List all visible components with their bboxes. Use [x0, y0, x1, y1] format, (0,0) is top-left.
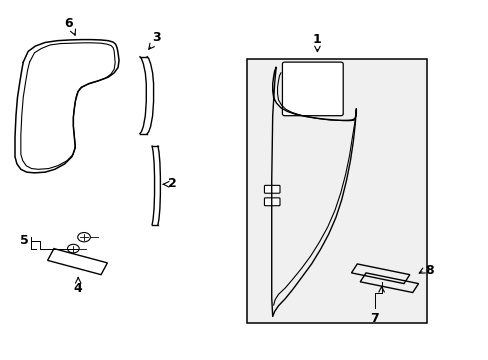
Text: 1: 1 [312, 33, 321, 46]
Text: 3: 3 [152, 31, 161, 44]
Text: 6: 6 [64, 17, 73, 30]
Text: 7: 7 [370, 312, 378, 325]
Text: 2: 2 [167, 177, 176, 190]
FancyBboxPatch shape [264, 185, 280, 193]
Text: 8: 8 [425, 264, 433, 276]
Text: 5: 5 [20, 234, 29, 247]
Bar [246, 59, 426, 323]
Text: 4: 4 [74, 282, 82, 295]
FancyBboxPatch shape [282, 62, 343, 116]
FancyBboxPatch shape [264, 198, 280, 206]
